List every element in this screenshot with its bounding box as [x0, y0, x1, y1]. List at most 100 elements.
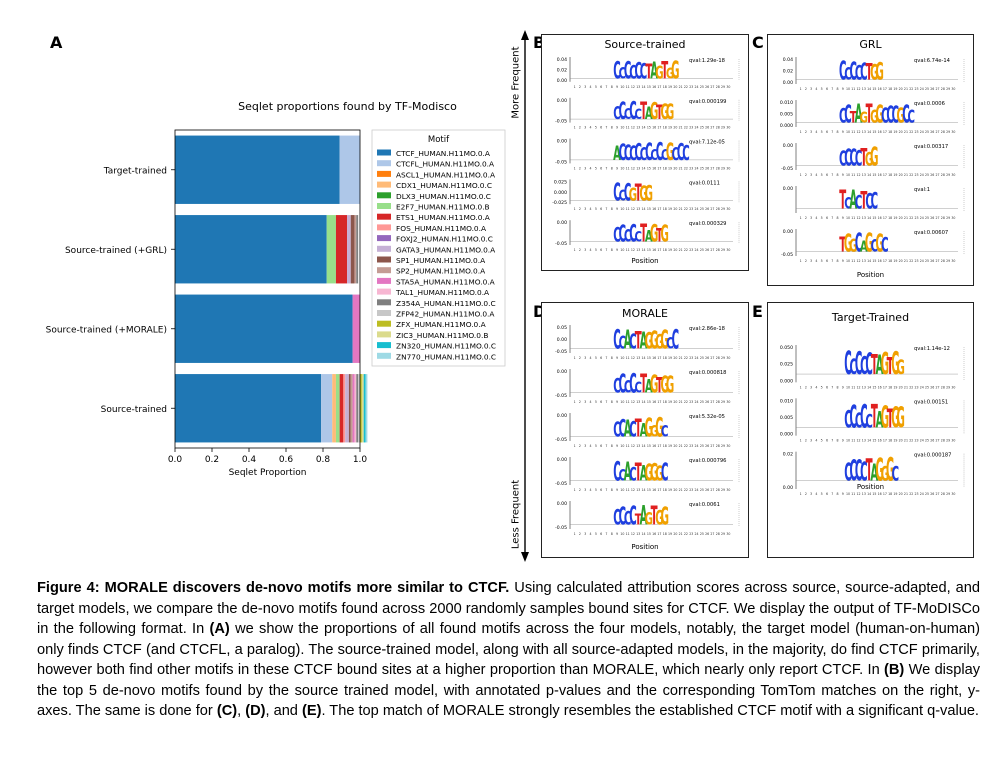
logo-position-tick: 16 [878, 87, 882, 91]
logo-letter: C [844, 407, 851, 434]
logo-position-tick: 18 [663, 444, 667, 448]
legend-label: CTCF_HUMAN.H11MO.0.A [396, 149, 490, 158]
logo-position-tick: 29 [721, 400, 725, 404]
logo-position-tick: 13 [862, 492, 866, 496]
logo-position-tick: 10 [620, 248, 624, 252]
logo-letter: G [629, 186, 637, 206]
logo-position-tick: 6 [826, 439, 828, 443]
logo-letter: C [844, 344, 851, 382]
logo-position-tick: 9 [842, 385, 844, 389]
logo-letter: C [902, 102, 909, 129]
logo-position-tick: 23 [914, 216, 918, 220]
logo-position-tick: 13 [862, 87, 866, 91]
legend-swatch [377, 256, 391, 263]
logo-position-tick: 17 [883, 173, 887, 177]
logo-position-tick: 5 [595, 85, 597, 89]
logo-position-tick: 11 [626, 532, 630, 536]
logo-position-tick: 2 [805, 173, 807, 177]
logo-letter: G [650, 423, 658, 441]
logo-position-tick: 8 [611, 85, 613, 89]
logo-position-tick: 4 [815, 439, 817, 443]
logo-position-tick: 24 [920, 492, 924, 496]
logo-position-tick: 22 [684, 166, 688, 170]
logo-position-tick: 8 [611, 532, 613, 536]
logo-position-tick: 23 [914, 259, 918, 263]
logo-position-tick: 10 [846, 439, 850, 443]
logo-y-tick: 0.050 [780, 345, 793, 351]
logo-position-tick: 23 [914, 173, 918, 177]
logo-letter: T [635, 327, 642, 354]
logo-letter: C [860, 398, 867, 436]
logo-position-tick: 30 [726, 356, 730, 360]
bar-segment [358, 374, 360, 443]
legend-label: STA5A_HUMAN.H11MO.0.A [396, 277, 495, 286]
logo-letter: T [656, 225, 663, 246]
logo-y-tick: 0.04 [783, 57, 793, 63]
logo-letter: C [629, 98, 636, 125]
logo-letter: T [887, 404, 894, 434]
logo-letter: G [666, 99, 674, 125]
logo-letter: T [640, 221, 647, 248]
logo-position-tick: 13 [862, 439, 866, 443]
logo-position-tick: 26 [705, 488, 709, 492]
logo-position-tick: 9 [842, 216, 844, 220]
logo-letter: C [855, 408, 862, 432]
legend-swatch [377, 149, 391, 156]
bar-segment [354, 374, 357, 443]
logo-position-tick: 13 [862, 130, 866, 134]
logo-position-tick: 21 [904, 173, 908, 177]
logo-position-tick: 1 [800, 492, 802, 496]
category-label: Source-trained (+MORALE) [46, 325, 167, 335]
bar-segment [363, 374, 366, 443]
logo-qval: qval:0.0111 [689, 180, 720, 186]
logo-position-tick: 19 [668, 532, 672, 536]
caption-text: . The top match of MORALE strongly resem… [321, 703, 979, 719]
logo-letter: C [871, 237, 878, 256]
logo-letter: C [672, 144, 679, 165]
logo-position-tick: 21 [679, 85, 683, 89]
logo-letter: C [619, 415, 626, 442]
logo-position-tick: 25 [925, 216, 929, 220]
logo-letter: C [855, 228, 862, 258]
logo-letter: C [635, 229, 642, 245]
logo-letter: C [844, 145, 851, 172]
logo-position-tick: 6 [600, 166, 602, 170]
logo-letter: A [640, 460, 648, 486]
logo-position-tick: 18 [888, 492, 892, 496]
logo-letter: C [629, 367, 636, 399]
motif-logo: 0.00-0.051 2 3 4 5 6 7 8 9 10 11 12 13 14 15 16 17 18 19 20… [555, 411, 740, 448]
logo-letter: C [619, 501, 626, 531]
logo-position-tick: 9 [842, 259, 844, 263]
logo-position-tick: 8 [611, 400, 613, 404]
logo-position-tick: 23 [689, 488, 693, 492]
motif-logo: 0.040.020.001 2 3 4 5 6 7 8 9 10 11 12 13 14 15 16 17 18 1… [783, 56, 965, 91]
logo-position-tick: 10 [620, 126, 624, 130]
logo-letter: T [645, 59, 652, 83]
logo-position-tick: 1 [574, 126, 576, 130]
logo-position-tick: 2 [805, 439, 807, 443]
bar-segment [348, 374, 351, 443]
logo-qval: qval:0.000796 [689, 458, 726, 464]
logo-qval: qval:0.000187 [914, 453, 951, 459]
x-tick-label: 1.0 [353, 455, 368, 465]
logo-position-tick: 28 [941, 385, 945, 389]
logo-position-tick: 26 [930, 385, 934, 389]
logo-position-tick: 5 [821, 385, 823, 389]
logo-position-tick: 15 [647, 166, 651, 170]
logo-position-tick: 24 [695, 126, 699, 130]
logo-position-tick: 28 [941, 87, 945, 91]
logo-position-tick: 22 [684, 85, 688, 89]
logo-letter: C [624, 507, 631, 529]
logo-letter: C [860, 59, 867, 86]
logo-position-tick: 16 [878, 492, 882, 496]
motif-logo: 0.001 2 3 4 5 6 7 8 9 10 11 12 13 14 15 16 17 18 19 20 21 22 2… [783, 185, 965, 220]
logo-position-tick: 4 [590, 488, 592, 492]
logo-letter: C [881, 234, 888, 256]
logo-position-tick: 3 [584, 126, 586, 130]
logo-letter: C [865, 410, 872, 432]
logo-position-tick: 14 [867, 439, 871, 443]
logo-position-tick: 2 [579, 248, 581, 252]
logo-position-tick: 12 [631, 126, 635, 130]
logo-position-tick: 14 [867, 385, 871, 389]
logo-position-tick: 3 [810, 259, 812, 263]
